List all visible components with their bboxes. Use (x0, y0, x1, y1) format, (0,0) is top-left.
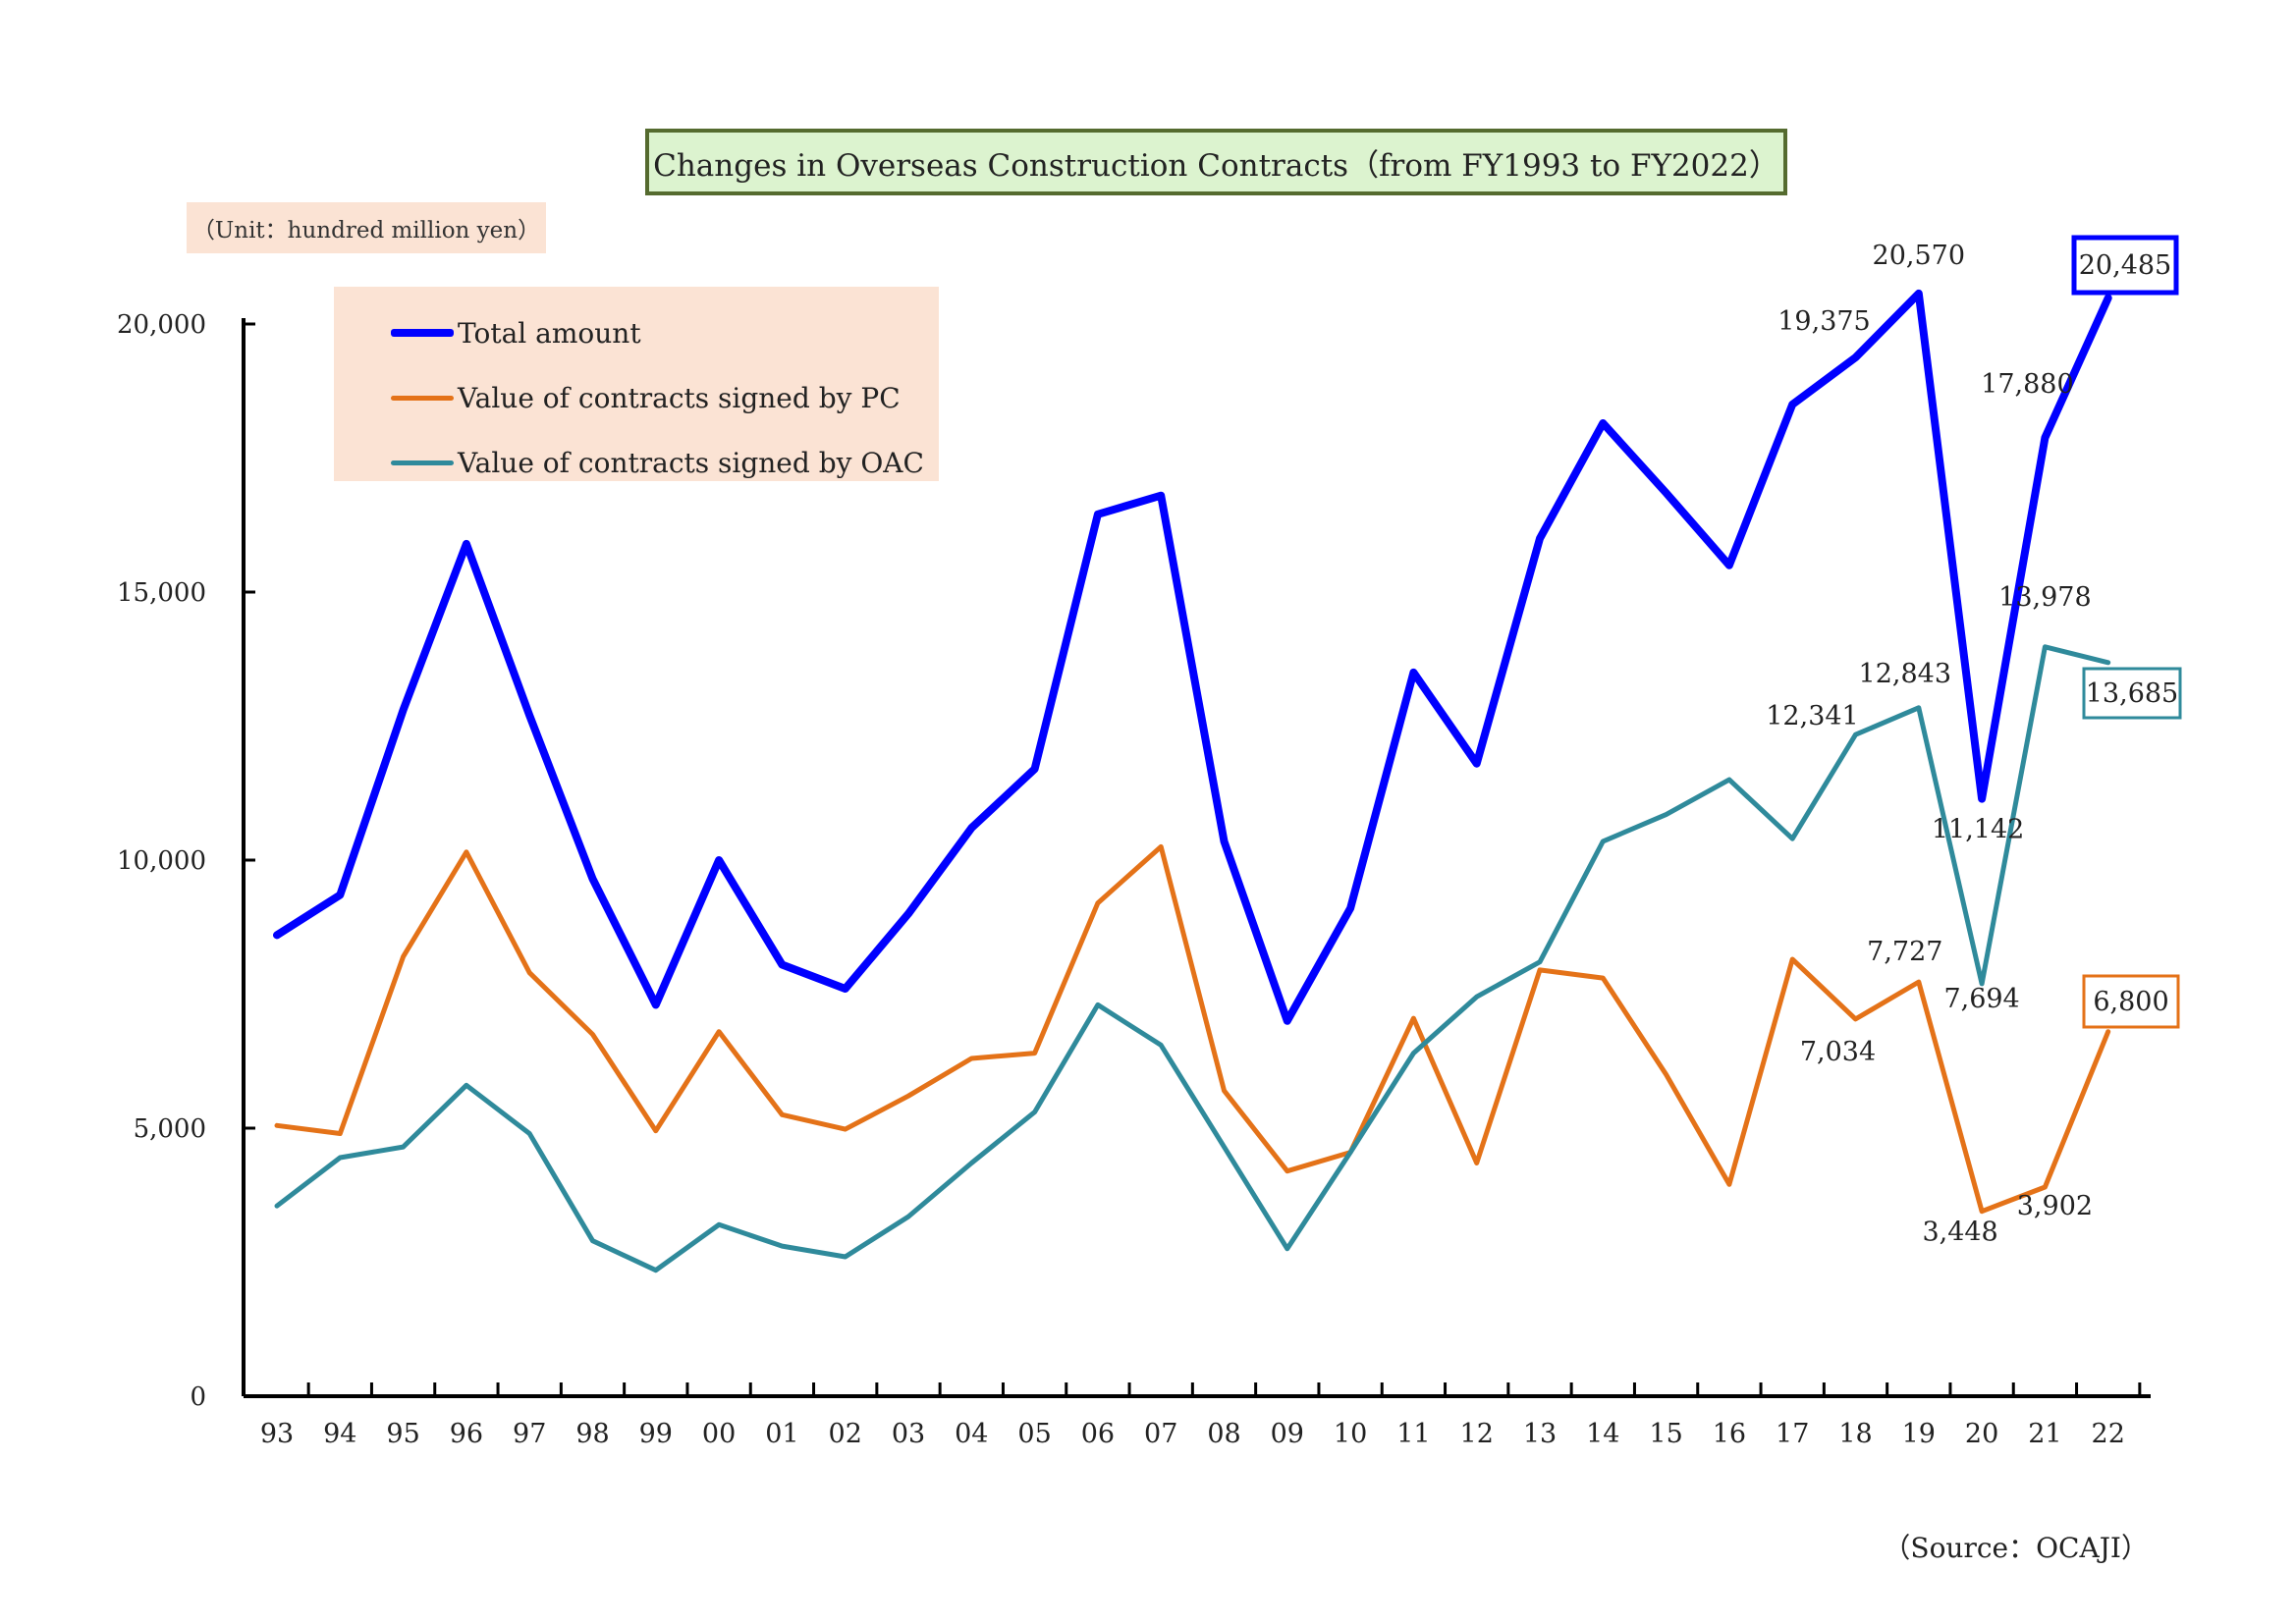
x-tick-label: 96 (450, 1419, 483, 1449)
x-tick-label: 02 (829, 1419, 862, 1449)
legend-label-oac: Value of contracts signed by OAC (458, 446, 924, 479)
y-tick-label: 15,000 (117, 578, 206, 608)
unit-label: （Unit：hundred million yen） (187, 202, 546, 253)
x-tick-label: 05 (1017, 1419, 1051, 1449)
legend-swatch-total (391, 329, 454, 337)
x-tick-label: 06 (1081, 1419, 1115, 1449)
data-label-oac: 13,978 (1998, 582, 2091, 613)
legend-swatch-pc (391, 395, 454, 401)
data-label-box-total (2071, 235, 2179, 296)
x-tick-label: 16 (1713, 1419, 1746, 1449)
x-tick-label: 94 (323, 1419, 356, 1449)
data-label-pc: 3,902 (2017, 1191, 2093, 1221)
data-label-oac: 12,843 (1859, 659, 1951, 689)
series-lines (273, 289, 2112, 1273)
x-tick-label: 01 (765, 1419, 798, 1449)
data-label-total: 20,570 (1873, 241, 1965, 271)
x-tick-label: 19 (1902, 1419, 1936, 1449)
data-label-box-pc (2082, 974, 2180, 1029)
legend-item-pc: Value of contracts signed by PC (334, 365, 939, 430)
data-label-pc: 7,727 (1867, 937, 1942, 967)
data-label-oac: 13,685 (2086, 678, 2178, 709)
data-labels: 19,375 20,570 11,142 17,880 20,485 7,034 7,727… (1766, 235, 2182, 1248)
x-tick-label: 11 (1396, 1419, 1430, 1449)
data-label-pc: 7,034 (1800, 1037, 1876, 1067)
x-tick-label: 97 (513, 1419, 546, 1449)
data-label-total: 20,485 (2079, 250, 2171, 281)
legend-swatch-oac (391, 460, 454, 465)
legend-item-oac: Value of contracts signed by OAC (334, 430, 939, 495)
legend: Total amount Value of contracts signed b… (334, 287, 939, 481)
y-tick-label: 10,000 (117, 846, 206, 876)
x-tick-label: 18 (1838, 1419, 1872, 1449)
tick-labels: 0 5,000 10,000 15,000 20,000 93 94 95 96 97 98 99 00… (117, 310, 2125, 1449)
x-tick-label: 99 (639, 1419, 673, 1449)
x-tick-label: 10 (1334, 1419, 1367, 1449)
source-note: （Source：OCAJI） (1883, 1532, 2149, 1564)
y-tick-label: 5,000 (134, 1114, 206, 1144)
legend-label-total: Total amount (458, 316, 641, 350)
axes (242, 318, 2151, 1398)
y-tick-label: 20,000 (117, 310, 206, 340)
series-line-pc (274, 843, 2111, 1215)
x-tick-label: 22 (2092, 1419, 2125, 1449)
x-tick-label: 13 (1523, 1419, 1557, 1449)
x-tick-label: 98 (575, 1419, 609, 1449)
x-tick-label: 95 (386, 1419, 419, 1449)
x-tick-label: 09 (1271, 1419, 1304, 1449)
series-line-oac (274, 644, 2111, 1273)
x-tick-label: 17 (1776, 1419, 1809, 1449)
x-tick-label: 12 (1460, 1419, 1494, 1449)
x-tick-label: 14 (1586, 1419, 1619, 1449)
x-tick-label: 03 (892, 1419, 925, 1449)
legend-label-pc: Value of contracts signed by PC (458, 381, 901, 414)
x-tick-label: 93 (260, 1419, 294, 1449)
data-label-total: 17,880 (1981, 369, 2073, 400)
x-tick-label: 00 (702, 1419, 736, 1449)
y-tick-label: 0 (190, 1382, 206, 1412)
chart-title: Changes in Overseas Construction Contrac… (645, 129, 1787, 195)
x-tick-label: 21 (2028, 1419, 2061, 1449)
x-tick-label: 08 (1207, 1419, 1240, 1449)
x-tick-label: 04 (955, 1419, 988, 1449)
data-label-pc: 6,800 (2093, 987, 2168, 1017)
legend-item-total: Total amount (334, 300, 939, 365)
data-label-total: 11,142 (1932, 815, 2024, 845)
data-label-box-oac (2082, 667, 2182, 720)
x-tick-label: 07 (1144, 1419, 1177, 1449)
data-label-pc: 3,448 (1922, 1218, 1997, 1248)
data-label-oac: 12,341 (1766, 701, 1858, 731)
series-line-total (273, 289, 2112, 1025)
x-tick-label: 15 (1649, 1419, 1682, 1449)
data-label-oac: 7,694 (1943, 984, 2019, 1014)
x-tick-label: 20 (1965, 1419, 1998, 1449)
data-label-total: 19,375 (1777, 306, 1870, 337)
